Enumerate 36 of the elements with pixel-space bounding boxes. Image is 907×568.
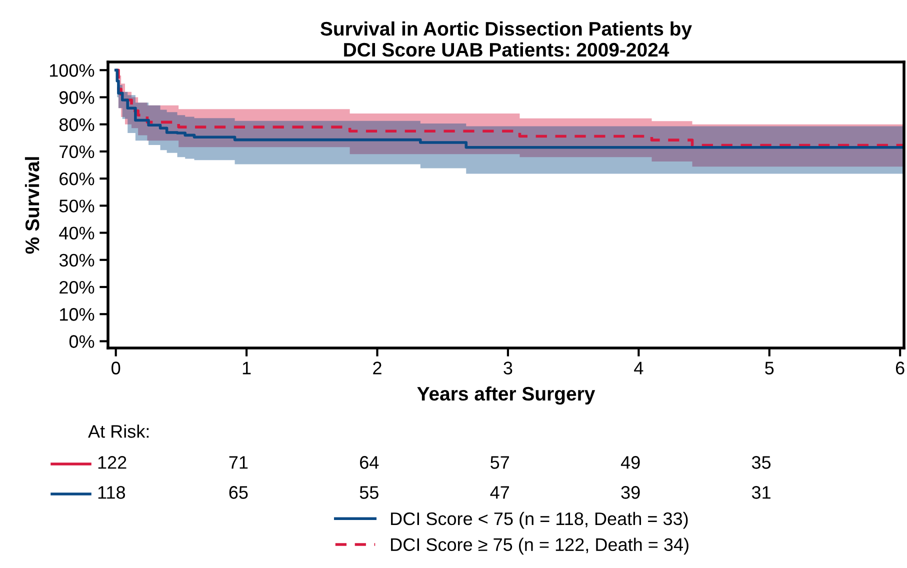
y-tick-label: 60% <box>60 172 94 186</box>
y-tick-label: 100% <box>50 64 94 77</box>
x-axis-title: Years after Surgery <box>417 386 596 405</box>
y-tick-label: 90% <box>60 91 94 104</box>
y-tick-label: 80% <box>59 118 94 132</box>
y-tick-label: 10% <box>60 308 94 321</box>
x-tick-label: 0 <box>112 362 120 374</box>
x-tick-label: 3 <box>504 362 512 374</box>
text: 71 <box>229 456 248 469</box>
y-tick-label: 0% <box>69 335 94 348</box>
x-tick-label: 1 <box>242 362 251 374</box>
x-tick-label: 4 <box>634 362 644 374</box>
x-tick-label: 5 <box>765 362 774 374</box>
legend-label: DCI Score ≥ 75 (n = 122, Death = 34) <box>391 538 688 555</box>
y-tick-label: 30% <box>59 254 94 267</box>
y-tick-label: 40% <box>59 226 94 240</box>
y-tick-label: 70% <box>60 145 94 158</box>
text: 118 <box>98 486 126 499</box>
text: 35 <box>752 456 771 469</box>
text: 64 <box>360 456 379 469</box>
text: 55 <box>360 486 378 499</box>
y-axis-title: % Survival <box>24 157 40 254</box>
y-tick-label: 20% <box>60 280 94 294</box>
text: 65 <box>229 486 248 499</box>
text: At Risk: <box>88 424 149 438</box>
text: 47 <box>490 486 509 499</box>
x-tick-label: 2 <box>373 362 382 374</box>
text: 122 <box>98 456 126 469</box>
text: 57 <box>490 456 509 469</box>
text: 49 <box>620 456 640 469</box>
chart-title: Survival in Aortic Dissection Patients by DCI Score UAB Patients: 2009-2024 <box>320 21 692 57</box>
legend-label: DCI Score < 75 (n = 118, Death = 33) <box>391 512 688 529</box>
text: 39 <box>621 486 640 499</box>
x-tick-label: 6 <box>896 362 904 374</box>
y-tick-label: 50% <box>59 200 94 212</box>
text: 31 <box>752 486 770 499</box>
